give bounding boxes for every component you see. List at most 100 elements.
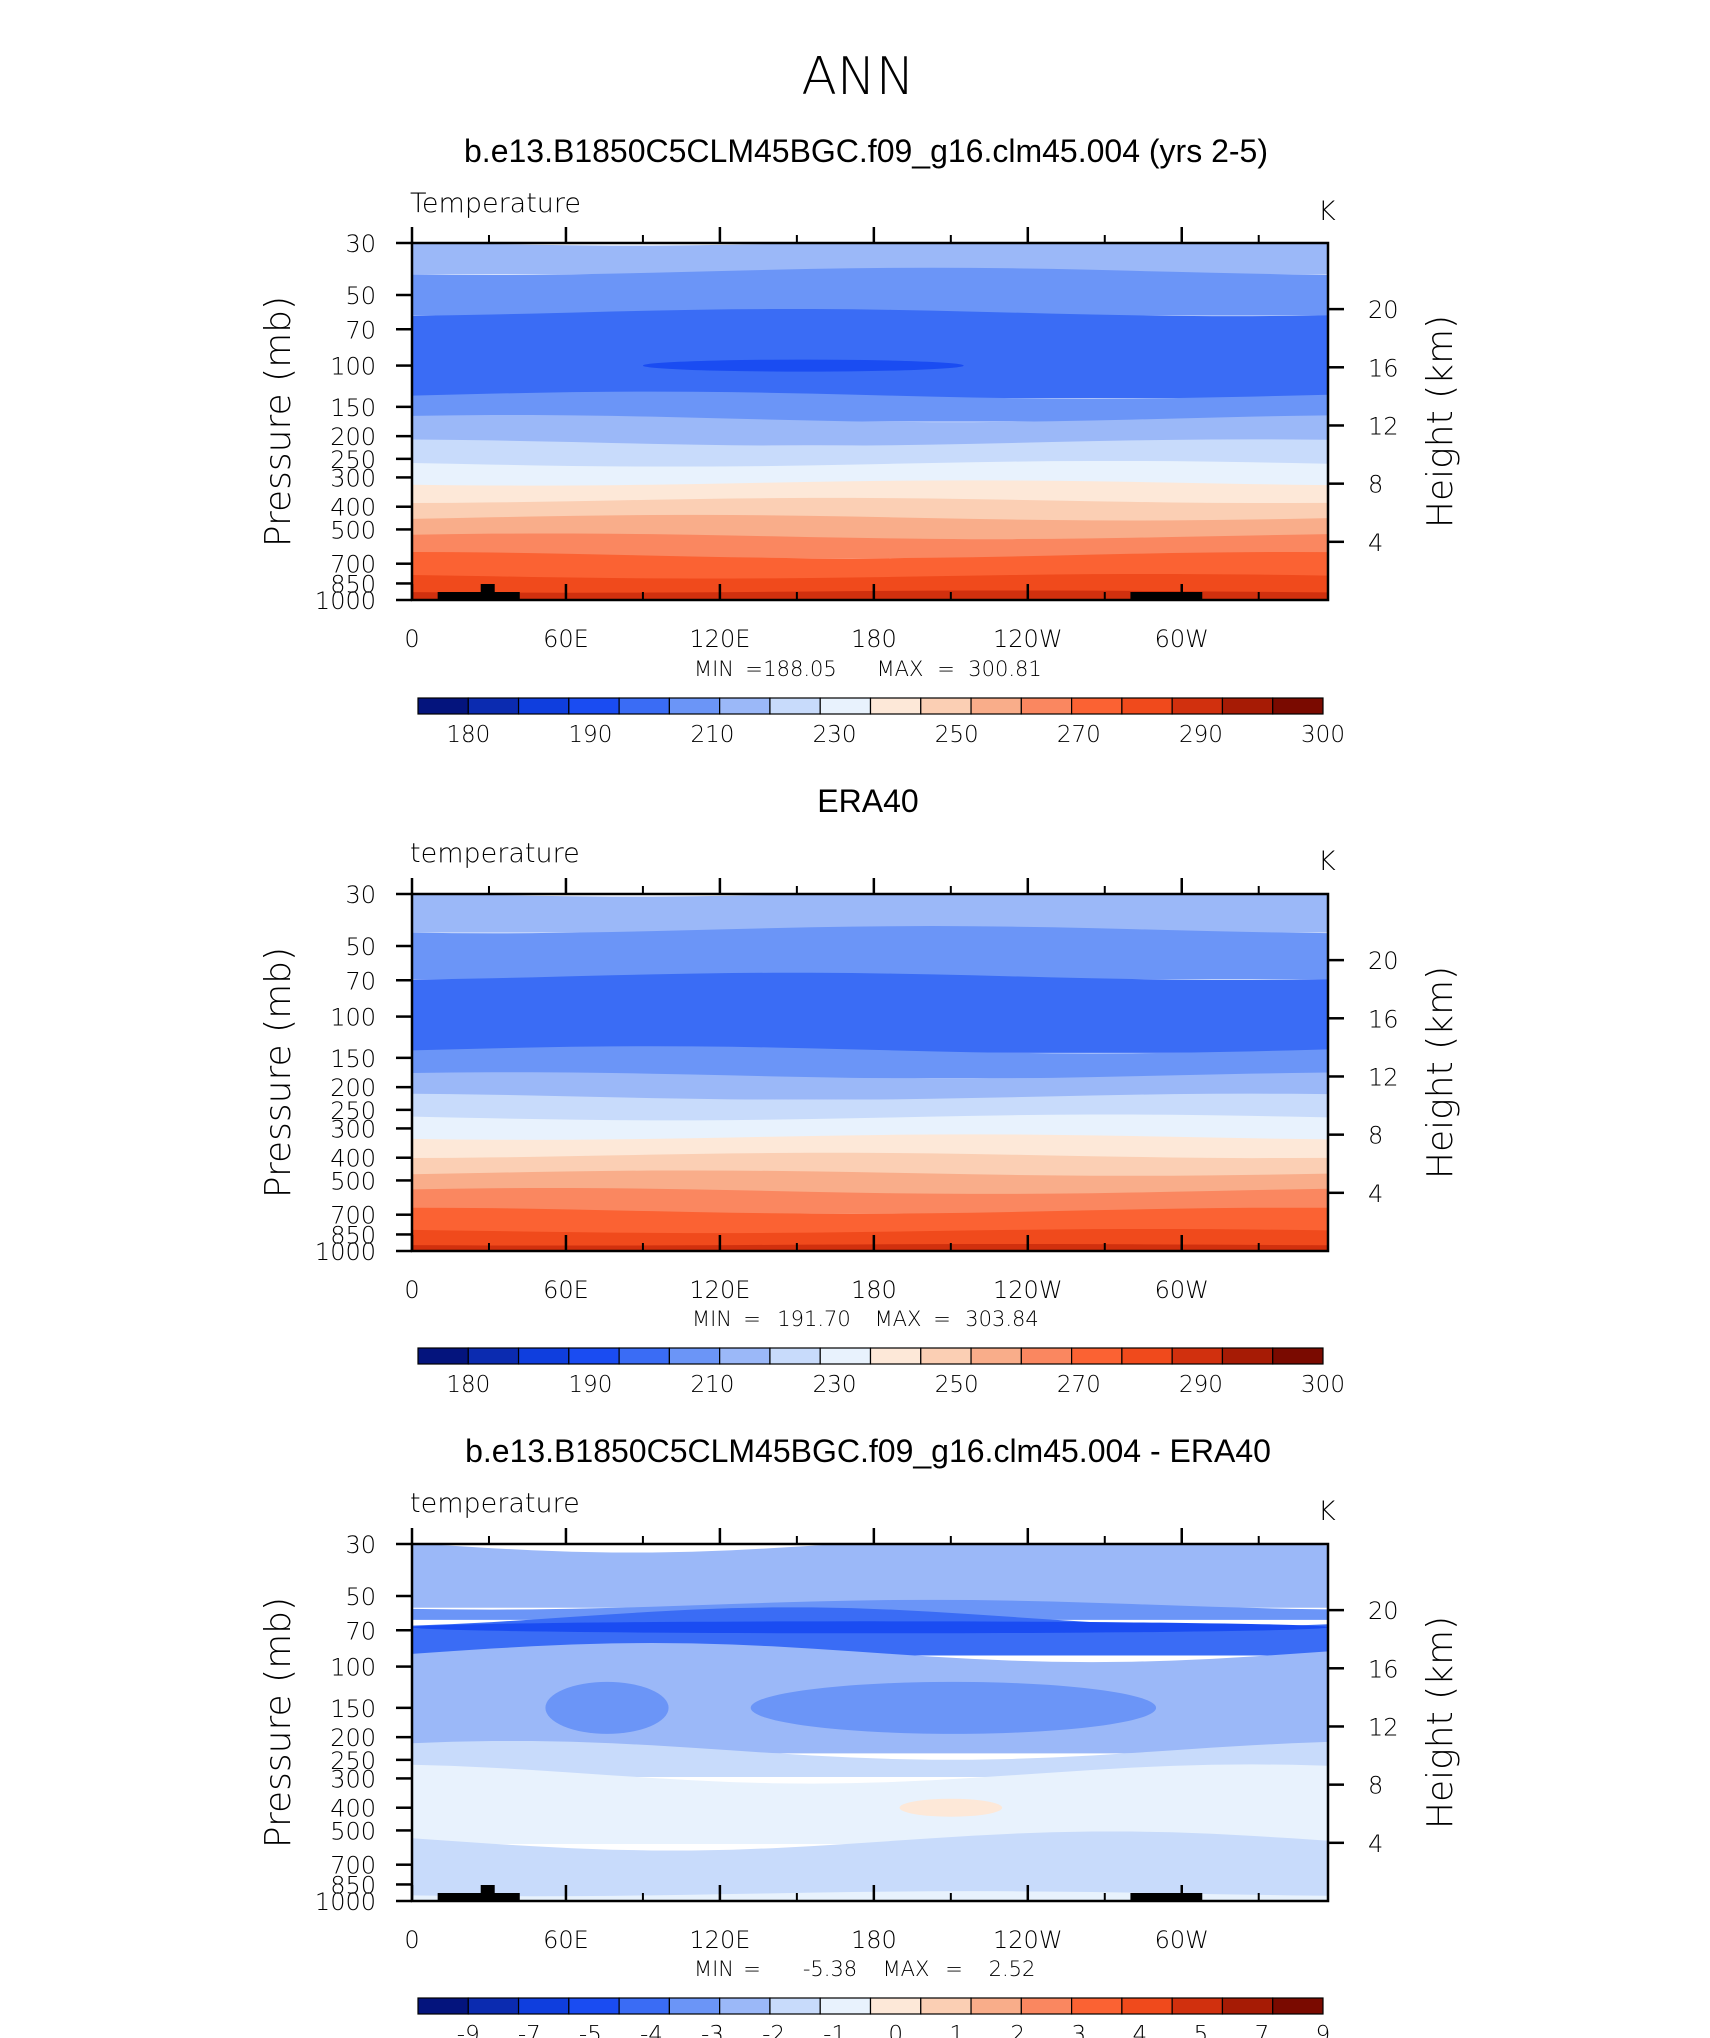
y-tick-label: 100 xyxy=(330,1004,376,1032)
colorbar-box xyxy=(920,1997,972,2015)
y2-tick-label: 16 xyxy=(1368,354,1399,382)
contour-band xyxy=(412,1544,1328,1608)
y-tick-label: 30 xyxy=(345,230,376,258)
colorbar-label: 3 xyxy=(1071,2022,1086,2038)
y-tick-label: 250 xyxy=(330,446,376,474)
x-tick-label: 0 xyxy=(404,625,419,653)
colorbar-box xyxy=(1071,1997,1123,2015)
x-tick-label: 180 xyxy=(851,1276,897,1304)
contour-band xyxy=(412,1046,1328,1079)
colorbar-box xyxy=(618,697,670,715)
contour-band xyxy=(412,1072,1328,1100)
colorbar-label: 210 xyxy=(691,1372,735,1398)
contour-band xyxy=(412,1114,1328,1141)
colorbar-box xyxy=(769,1347,821,1365)
colorbar-box xyxy=(568,1347,620,1365)
topography-mask xyxy=(1130,592,1203,600)
colorbar-label: 9 xyxy=(1316,2022,1331,2038)
colorbar-box xyxy=(970,1997,1022,2015)
contour-field xyxy=(412,243,1328,600)
y-tick-label: 850 xyxy=(330,570,376,598)
y2-tick-label: 16 xyxy=(1368,1005,1399,1033)
panel-title: ERA40 xyxy=(817,783,918,819)
contour-band xyxy=(412,590,1328,600)
colorbar-label: -1 xyxy=(823,2022,846,2038)
y2-tick-label: 4 xyxy=(1368,529,1383,557)
colorbar-box xyxy=(517,1997,570,2015)
contour-feature xyxy=(545,1681,669,1734)
y-tick-label: 30 xyxy=(345,881,376,909)
y-tick-label: 400 xyxy=(330,1145,376,1173)
y-tick-label: 50 xyxy=(345,1583,376,1611)
colorbar-box xyxy=(1221,697,1274,715)
contour-feature xyxy=(750,1681,1157,1734)
colorbar-label: 270 xyxy=(1057,722,1101,748)
y-axis-title: Pressure (mb) xyxy=(258,1597,299,1848)
contour-band xyxy=(412,1831,1328,1897)
colorbar-label: 250 xyxy=(935,722,979,748)
colorbar-box xyxy=(869,1347,922,1365)
x-tick-label: 120W xyxy=(993,1926,1063,1954)
y2-axis-title: Height (km) xyxy=(1420,315,1461,528)
colorbar-label: 300 xyxy=(1301,722,1345,748)
colorbar-label: -2 xyxy=(762,2022,785,2038)
colorbar-box xyxy=(1020,697,1073,715)
contour-band xyxy=(412,1170,1328,1194)
colorbar-box xyxy=(568,1997,620,2015)
stat-min-label: MIN xyxy=(694,657,734,681)
colorbar-box xyxy=(1221,1997,1274,2015)
stat-max-value: 2.52 xyxy=(989,1957,1036,1981)
colorbar-box xyxy=(1121,1997,1173,2015)
colorbar-box xyxy=(517,1347,570,1365)
colorbar-box xyxy=(869,1997,922,2015)
colorbar-box xyxy=(1171,1347,1224,1365)
colorbar-box xyxy=(769,1997,821,2015)
colorbar-box xyxy=(1121,697,1173,715)
stat-max-label: MAX xyxy=(875,1307,922,1331)
topography-mask xyxy=(480,1885,495,1901)
y-axis-title: Pressure (mb) xyxy=(258,947,299,1198)
colorbar-box xyxy=(1121,1347,1173,1365)
contour-field xyxy=(412,1544,1328,1901)
y-tick-label: 400 xyxy=(330,494,376,522)
y2-tick-label: 4 xyxy=(1368,1830,1383,1858)
stat-max-label: MAX xyxy=(883,1957,930,1981)
y2-tick-label: 12 xyxy=(1368,412,1399,440)
colorbar-box xyxy=(467,1997,520,2015)
equals-sign: = xyxy=(933,1307,951,1331)
stat-min-value: 191.70 xyxy=(777,1307,850,1331)
contour-band xyxy=(412,267,1328,316)
y2-tick-label: 12 xyxy=(1368,1063,1399,1091)
colorbar-box xyxy=(1171,1997,1224,2015)
equals-sign: = xyxy=(743,1307,761,1331)
topography-mask xyxy=(437,592,520,600)
colorbar-box xyxy=(970,1347,1022,1365)
contour-band xyxy=(412,309,1328,399)
colorbar-label: 4 xyxy=(1133,2022,1148,2038)
contour-band xyxy=(412,1228,1328,1248)
y-tick-label: 150 xyxy=(330,394,376,422)
contour-band xyxy=(412,1207,1328,1235)
y2-tick-label: 8 xyxy=(1368,1772,1383,1800)
stat-min-label: MIN xyxy=(692,1307,732,1331)
y-tick-label: 1000 xyxy=(315,587,376,615)
colorbar-label: -5 xyxy=(579,2022,602,2038)
plot-frame xyxy=(410,1542,1330,1903)
contour-band xyxy=(412,972,1328,1053)
y-tick-label: 300 xyxy=(330,1765,376,1793)
colorbar-box xyxy=(618,1347,670,1365)
colorbar-box xyxy=(417,1347,469,1365)
colorbar-box xyxy=(1272,697,1324,715)
colorbar-label: 2 xyxy=(1010,2022,1025,2038)
colorbar-label: 5 xyxy=(1194,2022,1209,2038)
colorbar-box xyxy=(1071,1347,1123,1365)
panel-title: b.e13.B1850C5CLM45BGC.f09_g16.clm45.004 … xyxy=(465,1433,1271,1469)
y2-tick-label: 20 xyxy=(1368,947,1399,975)
y-tick-label: 70 xyxy=(345,316,376,344)
contour-band xyxy=(412,533,1328,559)
y-tick-label: 250 xyxy=(330,1747,376,1775)
stat-min-value: -5.38 xyxy=(803,1957,857,1981)
colorbar-box xyxy=(668,1997,721,2015)
contour-band xyxy=(412,1093,1328,1121)
plot-frame xyxy=(410,892,1330,1253)
